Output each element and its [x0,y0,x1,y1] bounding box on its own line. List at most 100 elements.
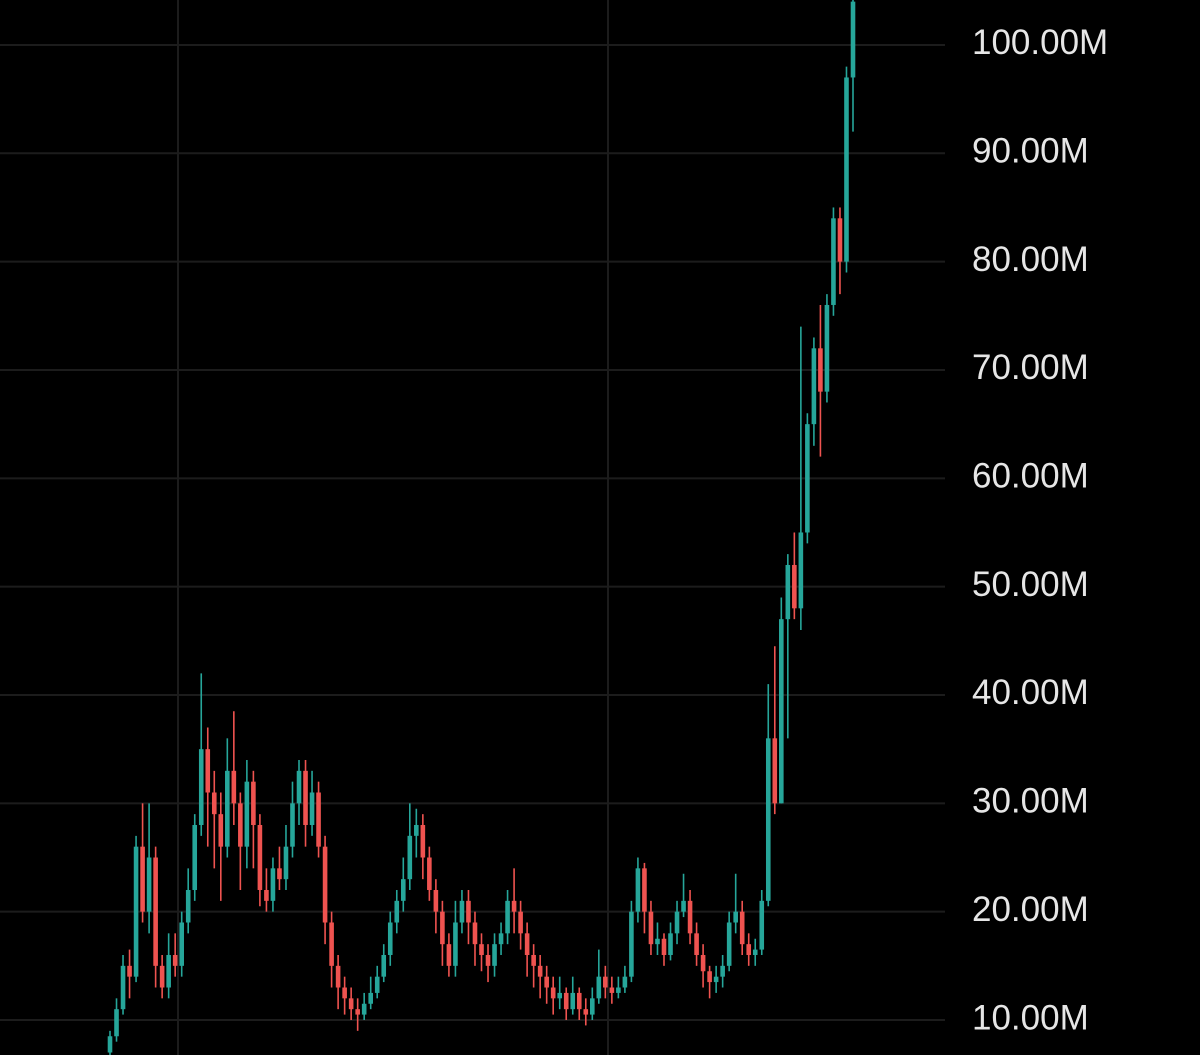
candle-body [616,987,621,993]
candle-body [635,868,641,912]
candle-body [792,564,797,609]
candle-body [642,868,647,912]
candle-body [603,976,608,988]
candle-body [166,955,171,988]
candle-body [211,792,217,815]
candle-body [453,922,458,966]
candle-body [739,911,745,945]
candle-body [772,738,778,804]
candle-body [831,218,836,305]
candle-body [765,738,771,901]
candle-body [837,218,843,262]
candle-body [440,911,445,945]
candle-body [707,971,712,983]
candle-body [120,965,126,1010]
candle-body [589,998,595,1015]
candle-body [231,770,237,804]
candle-body [427,857,432,891]
candle-body [518,911,523,934]
candle-body [557,992,563,999]
candle-body [381,955,387,977]
candle-body [668,933,673,956]
candle-body [283,846,289,880]
candle-body [335,965,341,988]
candle-body [674,911,680,934]
candle-body [805,424,810,533]
candle-body [785,564,791,620]
candle-body [329,922,334,966]
candle-body [179,922,184,966]
candle-body [342,987,347,999]
candle-body [550,987,556,999]
candle-body [713,976,719,983]
candle-body [563,992,569,1010]
candle-body [459,900,465,923]
candle-body [466,900,471,923]
candle-body [446,944,452,966]
candle-body [198,749,204,825]
candle-body [414,824,419,836]
candle-body [472,922,478,945]
candle-body [114,1009,119,1037]
candle-body [192,824,198,891]
candle-body [485,955,491,966]
candle-body [153,857,158,966]
candle-body [844,77,849,262]
y-tick-label: 90.00M [972,132,1089,171]
candle-body [531,955,536,966]
y-tick-label: 30.00M [972,782,1089,821]
candle-body [264,890,269,901]
candle-body [583,1009,589,1015]
candle-body [107,1036,113,1053]
candle-body [277,868,282,880]
candle-body [172,955,178,966]
candle-body [681,900,686,912]
candle-body [700,955,706,972]
candle-body [316,792,321,847]
candle-body [218,814,224,847]
candle-body [537,965,543,977]
candle-body [687,900,693,934]
candle-body [609,987,615,993]
candle-body [225,770,230,847]
candle-body [726,922,732,966]
candle-body [433,890,439,912]
candle-body [368,992,374,1004]
candle-body [511,900,517,912]
candle-body [159,965,165,988]
candle-body [850,1,856,78]
y-tick-label: 60.00M [972,457,1089,496]
candle-body [140,846,145,912]
candle-body [655,938,660,945]
candle-body [622,976,628,988]
candle-body [576,992,582,1010]
y-tick-label: 40.00M [972,673,1089,712]
candle-body [257,824,263,891]
candle-body [205,749,211,793]
candle-body [779,619,784,804]
candle-body [544,976,549,988]
candle-body [570,992,576,1010]
y-tick-label: 50.00M [972,565,1089,604]
candle-body [498,933,504,945]
candle-body [296,770,302,804]
candle-body [348,998,354,1010]
y-tick-label: 100.00M [972,23,1108,62]
candle-body [374,976,380,993]
candle-body [394,900,400,923]
y-tick-label: 20.00M [972,890,1089,929]
candle-body [798,532,804,609]
candle-body [355,1009,360,1015]
y-tick-label: 10.00M [972,998,1089,1037]
candle-body [238,803,243,847]
candle-body [648,911,654,945]
candle-body [752,949,758,956]
candle-body [303,770,308,825]
candle-body [133,846,139,977]
candle-body [407,835,413,880]
candle-body [185,890,191,923]
candle-body [505,900,510,934]
